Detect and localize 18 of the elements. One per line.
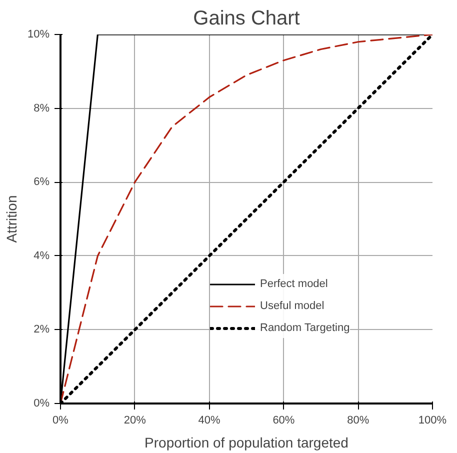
y-axis-title: Attrition — [3, 195, 20, 243]
x-tick-label: 100% — [418, 414, 447, 426]
x-tick-label: 80% — [347, 414, 370, 426]
legend-label: Random Targeting — [260, 322, 350, 334]
x-tick-label: 0% — [52, 414, 69, 426]
x-tick-label: 60% — [272, 414, 295, 426]
legend-label: Perfect model — [260, 278, 328, 290]
x-tick-label: 40% — [198, 414, 221, 426]
y-tick-label: 2% — [34, 324, 50, 336]
chart-title: Gains Chart — [193, 8, 300, 30]
y-tick-label: 4% — [34, 250, 50, 262]
x-axis-title: Proportion of population targeted — [144, 434, 348, 450]
y-tick-label: 0% — [34, 398, 50, 410]
y-tick-label: 6% — [34, 176, 50, 188]
y-tick-label: 8% — [34, 102, 50, 114]
legend-label: Useful model — [260, 300, 324, 312]
y-tick-label: 10% — [27, 28, 50, 40]
x-tick-label: 20% — [124, 414, 146, 426]
